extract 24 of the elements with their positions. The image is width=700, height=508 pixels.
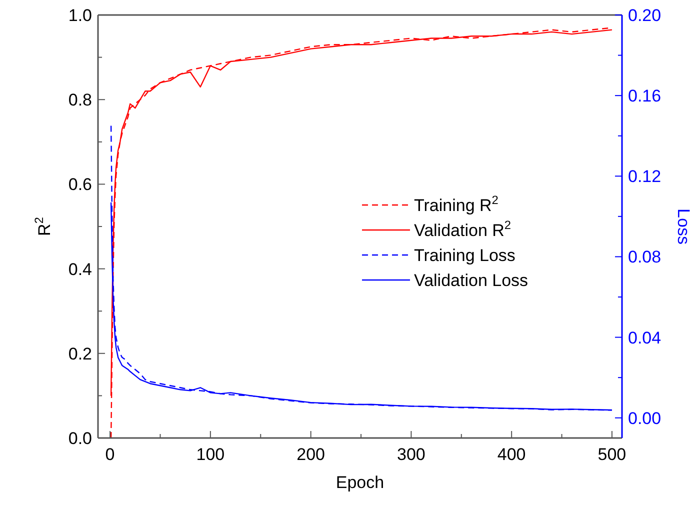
y-tick-label: 0.8 (68, 90, 92, 110)
y-tick-label: 0.4 (68, 260, 92, 279)
legend-label: Training Loss (414, 246, 516, 265)
y-tick-label: 1.0 (68, 6, 92, 25)
x-tick-label: 400 (497, 445, 526, 464)
y2-tick-label: 0.08 (628, 248, 662, 267)
y2-tick-label: 0.04 (628, 328, 662, 348)
y2-axis-title: Loss (674, 208, 693, 244)
legend-label: Training R$^{2}$ (414, 193, 499, 215)
x-tick-label: 300 (397, 445, 426, 464)
y2-tick-label: 0.20 (628, 6, 662, 25)
x-tick-label: 100 (196, 445, 225, 464)
text: 0.0 (68, 429, 92, 448)
legend-label: Validation Loss (414, 271, 528, 290)
x-axis-title: Epoch (336, 473, 384, 492)
x-tick-label: 200 (296, 445, 325, 464)
y-tick-label: 0.2 (68, 344, 92, 364)
legend-label: Validation R$^{2}$ (414, 218, 512, 240)
y-tick-label: 0.6 (68, 175, 92, 194)
x-tick-label: 0 (105, 445, 115, 464)
y2-tick-label: 0.00 (628, 408, 662, 428)
y2-tick-label: 0.16 (628, 86, 662, 106)
y2-tick-label: 0.12 (628, 167, 662, 186)
x-tick-label: 500 (598, 445, 626, 464)
